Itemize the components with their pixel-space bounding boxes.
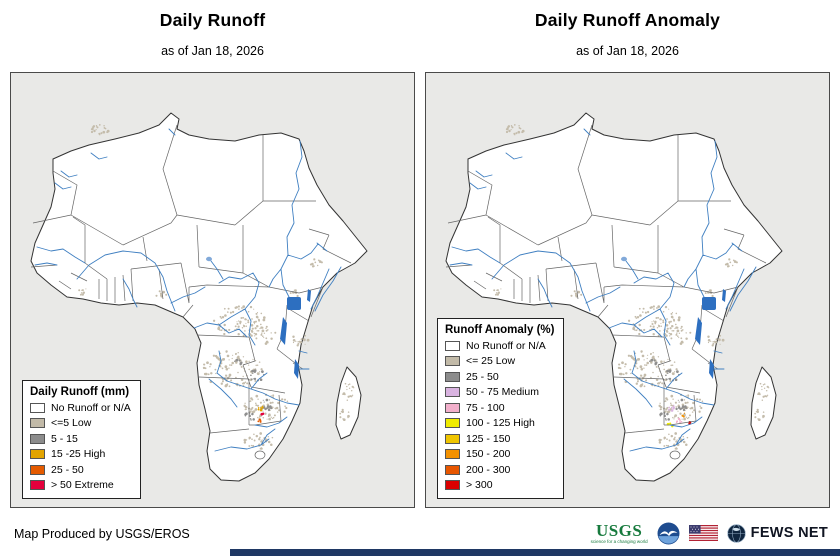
noaa-logo-icon bbox=[657, 522, 680, 544]
legend-item: 75 - 100 bbox=[445, 402, 554, 414]
legend-color-swatch bbox=[445, 480, 460, 490]
legend-item: 5 - 15 bbox=[30, 433, 131, 445]
fewsnet-globe-icon bbox=[727, 523, 746, 543]
legend-item-label: > 50 Extreme bbox=[51, 479, 114, 491]
legend-color-swatch bbox=[445, 371, 460, 382]
legend-color-swatch bbox=[445, 356, 460, 366]
legend-item-label: 15 -25 High bbox=[51, 448, 106, 460]
legend-item-label: > 300 bbox=[466, 479, 493, 491]
legend-color-swatch bbox=[445, 464, 460, 475]
runoff-stipple bbox=[78, 124, 355, 450]
fewsnet-wordmark: FEWS NET bbox=[750, 525, 828, 541]
legend-item-label: <= 25 Low bbox=[466, 355, 516, 367]
legend-color-swatch bbox=[30, 464, 45, 475]
right-map-title: Daily Runoff Anomaly bbox=[534, 10, 721, 30]
legend-item-label: No Runoff or N/A bbox=[51, 401, 131, 414]
legend-item-label: 200 - 300 bbox=[466, 463, 511, 476]
runoff-anomaly-legend: Runoff Anomaly (%) No Runoff or N/A <= 25 … bbox=[437, 317, 565, 499]
usgs-wordmark: USGS bbox=[595, 520, 643, 540]
legend-color-swatch bbox=[445, 340, 460, 351]
legend-title: Daily Runoff (mm) bbox=[30, 385, 130, 398]
africa-map-anomaly bbox=[426, 73, 829, 507]
legend-item: No Runoff or N/A bbox=[445, 340, 554, 352]
legend-item-label: 25 - 50 bbox=[51, 463, 84, 476]
legend-item-label: 50 - 75 Medium bbox=[466, 386, 539, 398]
legend-item-label: No Runoff or N/A bbox=[466, 339, 546, 352]
legend-item: 50 - 75 Medium bbox=[445, 386, 554, 398]
legend-color-swatch bbox=[445, 402, 460, 413]
legend-color-swatch bbox=[445, 449, 460, 459]
legend-title: Runoff Anomaly (%) bbox=[445, 323, 555, 336]
legend-item-label: 125 - 150 bbox=[466, 432, 511, 445]
legend-item-label: <=5 Low bbox=[51, 417, 92, 429]
runoff-anomaly-map-panel: Runoff Anomaly (%) No Runoff or N/A <= 25 … bbox=[425, 72, 830, 508]
us-flag-icon bbox=[688, 525, 718, 541]
right-map-subtitle: as of Jan 18, 2026 bbox=[576, 44, 679, 58]
legend-item: <=5 Low bbox=[30, 417, 131, 429]
daily-runoff-legend: Daily Runoff (mm) No Runoff or N/A <=5 Low… bbox=[22, 379, 141, 499]
runoff-stipple bbox=[493, 124, 770, 450]
legend-item: 200 - 300 bbox=[445, 464, 554, 476]
usgs-tagline: science for a changing world bbox=[590, 539, 648, 544]
legend-color-swatch bbox=[30, 433, 45, 444]
fewsnet-logo: FEWS NET bbox=[727, 523, 828, 543]
legend-item: 25 - 50 bbox=[30, 464, 131, 476]
legend-item: 150 - 200 bbox=[445, 448, 554, 460]
legend-item: No Runoff or N/A bbox=[30, 402, 131, 414]
country-borders bbox=[30, 124, 352, 460]
rivers bbox=[449, 128, 757, 452]
legend-item-label: 100 - 125 High bbox=[466, 417, 535, 429]
left-title-block: Daily Runoff as of Jan 18, 2026 bbox=[10, 10, 415, 58]
legend-color-swatch bbox=[445, 418, 460, 428]
usgs-logo: USGS science for a changing world bbox=[591, 522, 648, 545]
legend-item-label: 5 - 15 bbox=[51, 432, 78, 445]
legend-item: 100 - 125 High bbox=[445, 417, 554, 429]
lakes bbox=[206, 256, 311, 379]
legend-color-swatch bbox=[445, 387, 460, 397]
landmass bbox=[445, 112, 783, 482]
legend-color-swatch bbox=[445, 433, 460, 444]
rivers bbox=[34, 128, 342, 452]
lakes bbox=[621, 256, 726, 379]
left-map-title: Daily Runoff bbox=[159, 10, 266, 30]
legend-color-swatch bbox=[30, 449, 45, 459]
legend-item-label: 25 - 50 bbox=[466, 370, 499, 383]
agency-logos: USGS science for a changing world bbox=[591, 515, 828, 551]
right-title-block: Daily Runoff Anomaly as of Jan 18, 2026 bbox=[425, 10, 830, 58]
legend-color-swatch bbox=[30, 418, 45, 428]
legend-item-label: 75 - 100 bbox=[466, 401, 505, 414]
map-credit: Map Produced by USGS/EROS bbox=[14, 527, 190, 541]
country-borders bbox=[445, 124, 767, 460]
legend-item: <= 25 Low bbox=[445, 355, 554, 367]
legend-item: 125 - 150 bbox=[445, 433, 554, 445]
left-map-subtitle: as of Jan 18, 2026 bbox=[161, 44, 264, 58]
landmass bbox=[30, 112, 368, 482]
daily-runoff-map-panel: Daily Runoff (mm) No Runoff or N/A <=5 Low… bbox=[10, 72, 415, 508]
footer-accent-bar bbox=[230, 549, 840, 556]
legend-item: 15 -25 High bbox=[30, 448, 131, 460]
legend-item: > 50 Extreme bbox=[30, 479, 131, 491]
legend-item-label: 150 - 200 bbox=[466, 448, 511, 460]
legend-item: 25 - 50 bbox=[445, 371, 554, 383]
legend-color-swatch bbox=[30, 480, 45, 490]
legend-color-swatch bbox=[30, 402, 45, 413]
africa-map-svg bbox=[426, 73, 829, 507]
legend-item: > 300 bbox=[445, 479, 554, 491]
